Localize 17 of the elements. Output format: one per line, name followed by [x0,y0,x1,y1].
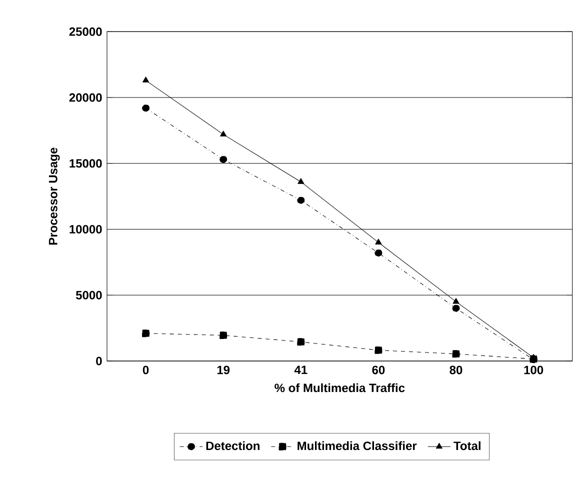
y-tick-label: 25000 [69,27,102,36]
x-tick-label: 19 [217,366,230,374]
x-tick-label: 0 [142,366,149,374]
y-tick-label: 10000 [70,225,102,234]
y-tick-label: 20000 [69,93,102,102]
x-tick-label: 60 [372,366,385,374]
legend-label: Total [454,441,480,450]
legend-label: Multimedia Classifier [298,441,417,450]
y-tick-label: 0 [96,356,102,366]
x-tick-label: 80 [450,366,462,374]
x-tick-label: 41 [294,366,308,374]
x-axis-title: % of Multimedia Traffic [274,383,405,392]
y-tick-label: 15000 [70,159,102,168]
legend-label: Detection [206,441,260,450]
y-axis-title: Processor Usage [48,148,60,245]
x-tick-label: 100 [524,366,544,374]
y-tick-label: 5000 [76,290,102,300]
